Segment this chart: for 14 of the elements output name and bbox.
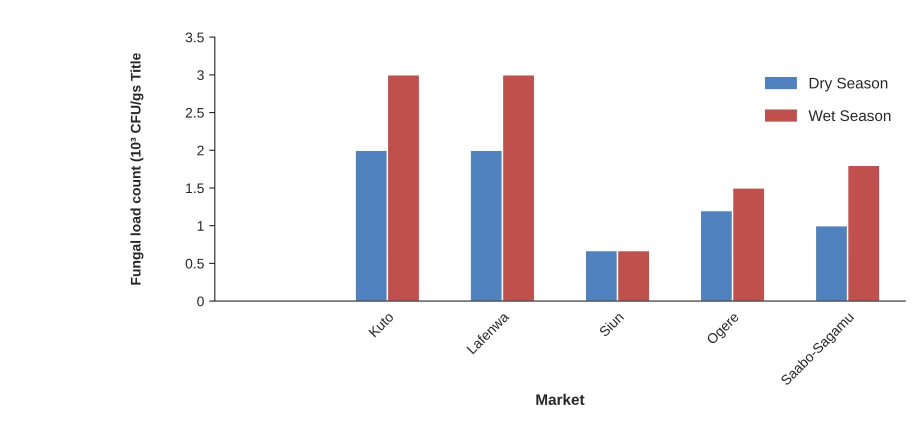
x-tick-label: Siun [598,311,624,338]
y-tick-label: 0.5 [186,258,204,269]
y-tick-label: 3 [197,70,204,80]
y-axis-title: Fungal load count (10³ CFU/gs Title [130,53,144,285]
x-axis-title: Market [536,394,584,405]
y-tick-label: 1 [198,221,204,231]
legend-label: Dry Season [810,78,888,92]
y-tick-label: 2 [197,146,204,156]
y-tick-label: 1.5 [186,183,204,194]
legend-label: Wet Season [808,110,890,122]
y-tick-label: 0 [197,296,204,306]
y-tick-label: 2.5 [186,108,204,118]
x-tick-label: Kuto [368,312,394,338]
y-tick-label: 3.5 [186,32,204,42]
